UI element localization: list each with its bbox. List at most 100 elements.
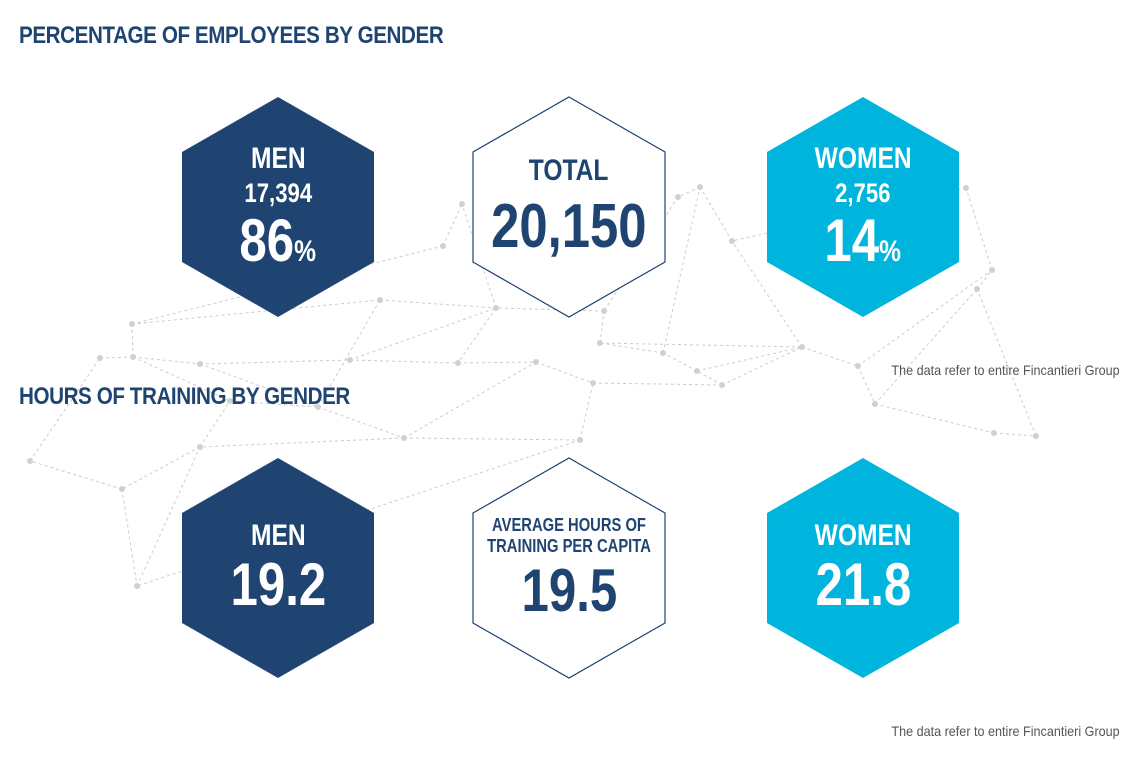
network-node bbox=[601, 308, 607, 314]
network-line bbox=[592, 382, 723, 386]
network-node bbox=[991, 430, 997, 436]
network-line bbox=[662, 186, 701, 354]
women-training-hours: 21.8 bbox=[815, 551, 911, 618]
training-data-note: The data refer to entire Fincantieri Gro… bbox=[891, 723, 1120, 739]
network-line bbox=[662, 352, 698, 372]
network-node bbox=[459, 201, 465, 207]
network-line bbox=[857, 365, 876, 405]
men-employees-hexagon: MEN 17,394 86% bbox=[181, 96, 375, 318]
total-label: TOTAL bbox=[529, 154, 609, 187]
employees-data-note: The data refer to entire Fincantieri Gro… bbox=[891, 362, 1120, 378]
network-node bbox=[197, 444, 203, 450]
network-node bbox=[119, 486, 125, 492]
network-node bbox=[974, 286, 980, 292]
network-node bbox=[597, 340, 603, 346]
women-label: WOMEN bbox=[814, 141, 912, 175]
network-line bbox=[29, 357, 101, 462]
network-node bbox=[963, 185, 969, 191]
network-line bbox=[317, 406, 405, 439]
network-node bbox=[729, 238, 735, 244]
network-line bbox=[121, 488, 138, 587]
network-node bbox=[493, 305, 499, 311]
average-training-hexagon: AVERAGE HOURS OF TRAINING PER CAPITA 19.… bbox=[472, 457, 666, 679]
average-training-label: AVERAGE HOURS OF TRAINING PER CAPITA bbox=[487, 515, 651, 556]
network-line bbox=[696, 346, 803, 372]
total-employee-count: 20,150 bbox=[491, 192, 647, 261]
network-line bbox=[317, 299, 381, 408]
network-line bbox=[599, 342, 664, 354]
network-node bbox=[315, 404, 321, 410]
network-line bbox=[121, 446, 201, 490]
network-line bbox=[495, 307, 605, 312]
network-line bbox=[199, 363, 319, 408]
network-node bbox=[675, 194, 681, 200]
network-line bbox=[442, 203, 463, 247]
network-node bbox=[590, 380, 596, 386]
women-employees-hexagon: WOMEN 2,756 14% bbox=[766, 96, 960, 318]
network-line bbox=[457, 307, 497, 364]
network-line bbox=[199, 359, 351, 365]
network-line bbox=[874, 403, 995, 434]
network-line bbox=[403, 361, 537, 439]
average-training-hours: 19.5 bbox=[521, 556, 617, 624]
network-line bbox=[801, 346, 859, 367]
women-employee-count: 2,756 bbox=[835, 177, 891, 208]
network-node bbox=[197, 361, 203, 367]
network-line bbox=[976, 269, 993, 290]
network-node bbox=[129, 321, 135, 327]
men-training-label: MEN bbox=[250, 519, 306, 552]
network-line bbox=[379, 299, 497, 309]
network-node bbox=[134, 583, 140, 589]
women-training-hexagon: WOMEN 21.8 bbox=[766, 457, 960, 679]
network-node bbox=[27, 458, 33, 464]
total-employees-hexagon: TOTAL 20,150 bbox=[472, 96, 666, 318]
network-line bbox=[132, 356, 201, 365]
network-line bbox=[349, 359, 459, 364]
network-node bbox=[697, 184, 703, 190]
network-node bbox=[401, 435, 407, 441]
network-line bbox=[579, 382, 594, 441]
network-line bbox=[136, 446, 201, 587]
network-node bbox=[455, 360, 461, 366]
training-section-title: HOURS OF TRAINING BY GENDER bbox=[19, 383, 350, 410]
network-line bbox=[29, 460, 123, 490]
network-line bbox=[457, 361, 537, 364]
network-line bbox=[965, 187, 993, 271]
network-node bbox=[577, 437, 583, 443]
network-node bbox=[719, 382, 725, 388]
network-line bbox=[199, 437, 405, 448]
employees-section-title: PERCENTAGE OF EMPLOYEES BY GENDER bbox=[19, 22, 444, 49]
network-line bbox=[677, 186, 701, 198]
men-employee-count: 17,394 bbox=[244, 177, 312, 208]
network-node bbox=[377, 297, 383, 303]
network-line bbox=[349, 307, 497, 361]
network-line bbox=[535, 361, 594, 384]
men-label: MEN bbox=[250, 141, 306, 175]
network-line bbox=[131, 323, 134, 358]
network-node bbox=[855, 363, 861, 369]
network-line bbox=[229, 400, 319, 408]
network-node bbox=[799, 344, 805, 350]
network-line bbox=[993, 432, 1037, 437]
network-node bbox=[97, 355, 103, 361]
women-training-label: WOMEN bbox=[814, 519, 912, 552]
network-node bbox=[872, 401, 878, 407]
women-percentage: 14% bbox=[824, 206, 902, 274]
men-training-hexagon: MEN 19.2 bbox=[181, 457, 375, 679]
network-node bbox=[440, 243, 446, 249]
network-node bbox=[660, 350, 666, 356]
network-node bbox=[694, 368, 700, 374]
network-line bbox=[874, 288, 978, 405]
men-percentage: 86% bbox=[239, 206, 317, 274]
network-line bbox=[599, 342, 803, 348]
network-line bbox=[403, 437, 581, 441]
network-node bbox=[533, 359, 539, 365]
network-line bbox=[699, 186, 733, 242]
network-node bbox=[130, 354, 136, 360]
network-node bbox=[227, 398, 233, 404]
network-line bbox=[599, 310, 605, 344]
network-line bbox=[99, 356, 134, 359]
network-node bbox=[1033, 433, 1039, 439]
network-node bbox=[347, 357, 353, 363]
